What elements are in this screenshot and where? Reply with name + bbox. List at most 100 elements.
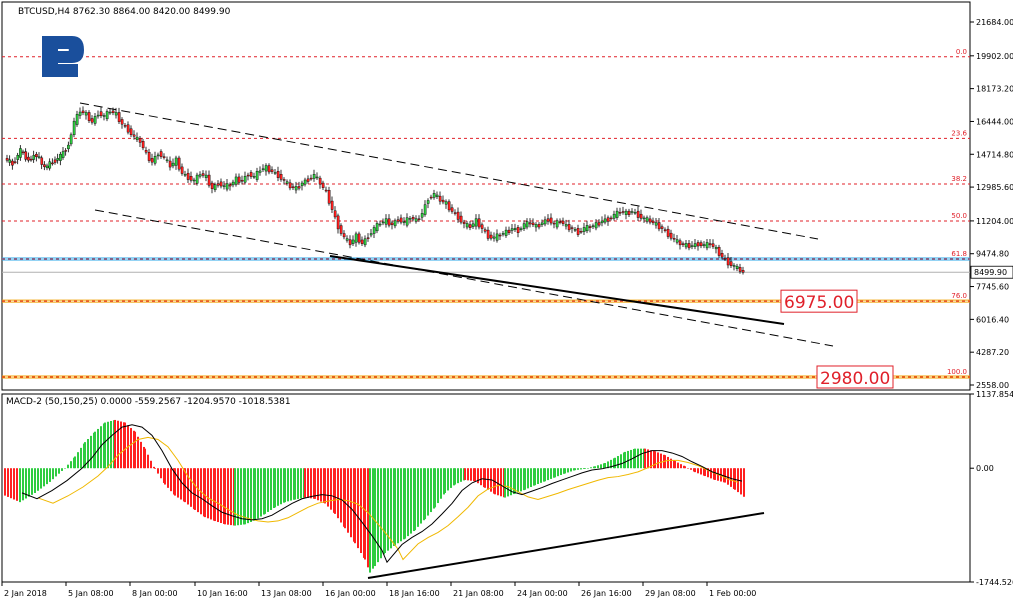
- candle-body: [627, 210, 631, 215]
- candle-body: [474, 218, 478, 227]
- macd-histogram-bar: [554, 468, 556, 478]
- candle-body: [105, 111, 109, 120]
- target-price-box: [780, 289, 858, 313]
- macd-histogram-bar: [384, 468, 386, 554]
- macd-histogram-bar: [404, 468, 406, 539]
- macd-histogram-bar: [244, 468, 246, 525]
- candle-body: [603, 218, 607, 223]
- candle-body: [48, 161, 52, 169]
- macd-histogram-bar: [410, 468, 412, 534]
- candle-body: [699, 242, 703, 247]
- candle-body: [549, 217, 553, 224]
- candle-body: [501, 233, 505, 235]
- candle-body: [486, 229, 490, 239]
- candle-body: [624, 210, 628, 215]
- candle-body: [264, 165, 268, 172]
- y-tick-label: 7745.60: [976, 283, 1009, 292]
- candle-body: [195, 174, 199, 184]
- candle-body: [333, 210, 337, 218]
- macd-histogram-bar: [134, 431, 136, 469]
- candle-body: [588, 226, 592, 229]
- macd-histogram-bar: [340, 468, 342, 523]
- macd-histogram-bar: [624, 451, 626, 469]
- macd-histogram-bar: [324, 468, 326, 504]
- macd-histogram-bar: [364, 468, 366, 560]
- macd-histogram-bar: [114, 419, 116, 469]
- macd-histogram-bar: [170, 468, 172, 492]
- candle-body: [351, 239, 355, 244]
- candle-body: [408, 218, 412, 220]
- candle-body: [456, 211, 460, 220]
- macd-histogram-bar: [80, 447, 82, 469]
- macd-histogram-bar: [574, 468, 576, 471]
- macd-histogram-bar: [280, 468, 282, 505]
- macd-histogram-bar: [350, 468, 352, 538]
- candle-body: [561, 220, 565, 225]
- macd-panel-frame: [1, 393, 971, 583]
- macd-histogram-bar: [254, 468, 256, 521]
- macd-histogram-bar: [257, 468, 259, 519]
- macd-histogram-bar: [52, 468, 54, 480]
- macd-histogram-bar: [37, 468, 39, 491]
- macd-histogram-bar: [510, 468, 512, 496]
- candle-body: [240, 179, 244, 182]
- candle-body: [315, 176, 319, 179]
- main-price-panel: 21684.00 19902.00 18173.20 16444.00 14714.80…: [1, 1, 1013, 391]
- x-tick-label: 29 Jan 08:00: [645, 589, 696, 598]
- candle-body: [405, 217, 409, 226]
- macd-signal-line-yellow: [37, 436, 739, 561]
- candle-body: [87, 112, 91, 121]
- macd-histogram-bar: [647, 449, 649, 469]
- macd-histogram-bar: [61, 468, 63, 471]
- candle-body: [144, 149, 148, 153]
- candle-body: [306, 178, 310, 182]
- candle-body: [201, 173, 205, 176]
- macd-histogram-bar: [564, 468, 566, 474]
- macd-y-tick-label: 1137.854: [976, 390, 1013, 399]
- candle-body: [213, 184, 217, 191]
- candle-body: [297, 186, 301, 189]
- macd-histogram-bar: [560, 468, 562, 475]
- candle-body: [5, 158, 9, 161]
- macd-histogram-bar: [77, 452, 79, 469]
- macd-histogram-bar: [46, 468, 48, 485]
- candle-body: [552, 222, 556, 225]
- x-tick-label: 24 Jan 00:00: [517, 589, 568, 598]
- candle-body: [537, 224, 541, 228]
- candle-body: [639, 213, 643, 219]
- macd-histogram-bar: [67, 464, 69, 469]
- macd-histogram-bar: [297, 468, 299, 499]
- macd-y-tick-label: -1744.526: [976, 578, 1013, 587]
- support-trendline: [329, 255, 785, 325]
- macd-histogram-bar: [597, 465, 599, 469]
- candle-body: [102, 115, 106, 117]
- candle-body: [678, 240, 682, 246]
- macd-histogram-bar: [34, 468, 36, 494]
- y-tick-label: 21684.00: [976, 18, 1013, 27]
- candle-body: [13, 161, 17, 163]
- fib-level-label: 38.2: [951, 175, 967, 183]
- macd-histogram-bar: [264, 468, 266, 514]
- candle-body: [279, 174, 283, 180]
- macd-histogram-bar: [4, 468, 6, 496]
- macd-histogram-bar: [190, 468, 192, 507]
- macd-histogram-bar: [154, 468, 156, 469]
- candle-body: [540, 222, 544, 225]
- candle-body: [522, 223, 526, 229]
- macd-histogram-bar: [234, 468, 236, 526]
- candle-body: [570, 227, 574, 229]
- macd-histogram-bar: [577, 468, 579, 470]
- macd-histogram-bar: [160, 468, 162, 479]
- candle-body: [693, 243, 697, 247]
- candle-body: [717, 246, 721, 256]
- candle-body: [108, 111, 112, 114]
- candle-body: [441, 199, 445, 203]
- x-tick-label: 1 Feb 00:00: [709, 589, 756, 598]
- macd-histogram-bar: [580, 468, 582, 470]
- candle-body: [21, 151, 25, 154]
- macd-histogram-bar: [307, 468, 309, 498]
- macd-histogram-bar: [667, 456, 669, 469]
- macd-histogram-bar: [590, 467, 592, 469]
- macd-histogram-bar: [274, 468, 276, 508]
- candle-body: [609, 217, 613, 220]
